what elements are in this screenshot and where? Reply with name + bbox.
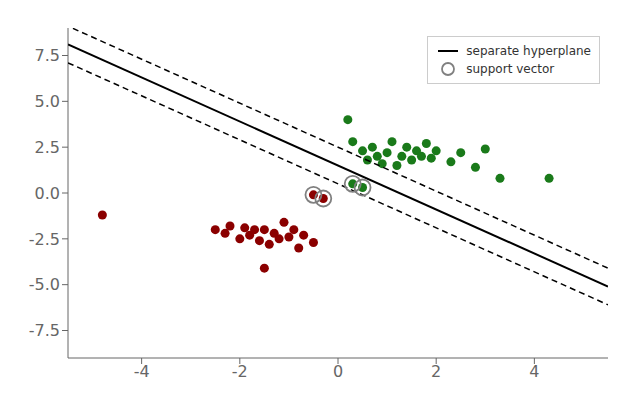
- svg-text:0: 0: [333, 362, 343, 381]
- svg-text:-2: -2: [232, 362, 248, 381]
- svg-text:-5.0: -5.0: [29, 275, 60, 294]
- svg-text:-2.5: -2.5: [29, 230, 60, 249]
- svg-text:7.5: 7.5: [35, 46, 60, 65]
- svg-text:-4: -4: [134, 362, 150, 381]
- svg-text:2.5: 2.5: [35, 138, 60, 157]
- svg-text:2: 2: [431, 362, 441, 381]
- html-text:support vector: support vector: [466, 62, 555, 76]
- svg-text:4: 4: [529, 362, 539, 381]
- svg-text:-7.5: -7.5: [29, 321, 60, 340]
- html-text:separate hyperplane: separate hyperplane: [466, 44, 591, 58]
- svg-text:5.0: 5.0: [35, 92, 60, 111]
- svg-text:0.0: 0.0: [35, 184, 60, 203]
